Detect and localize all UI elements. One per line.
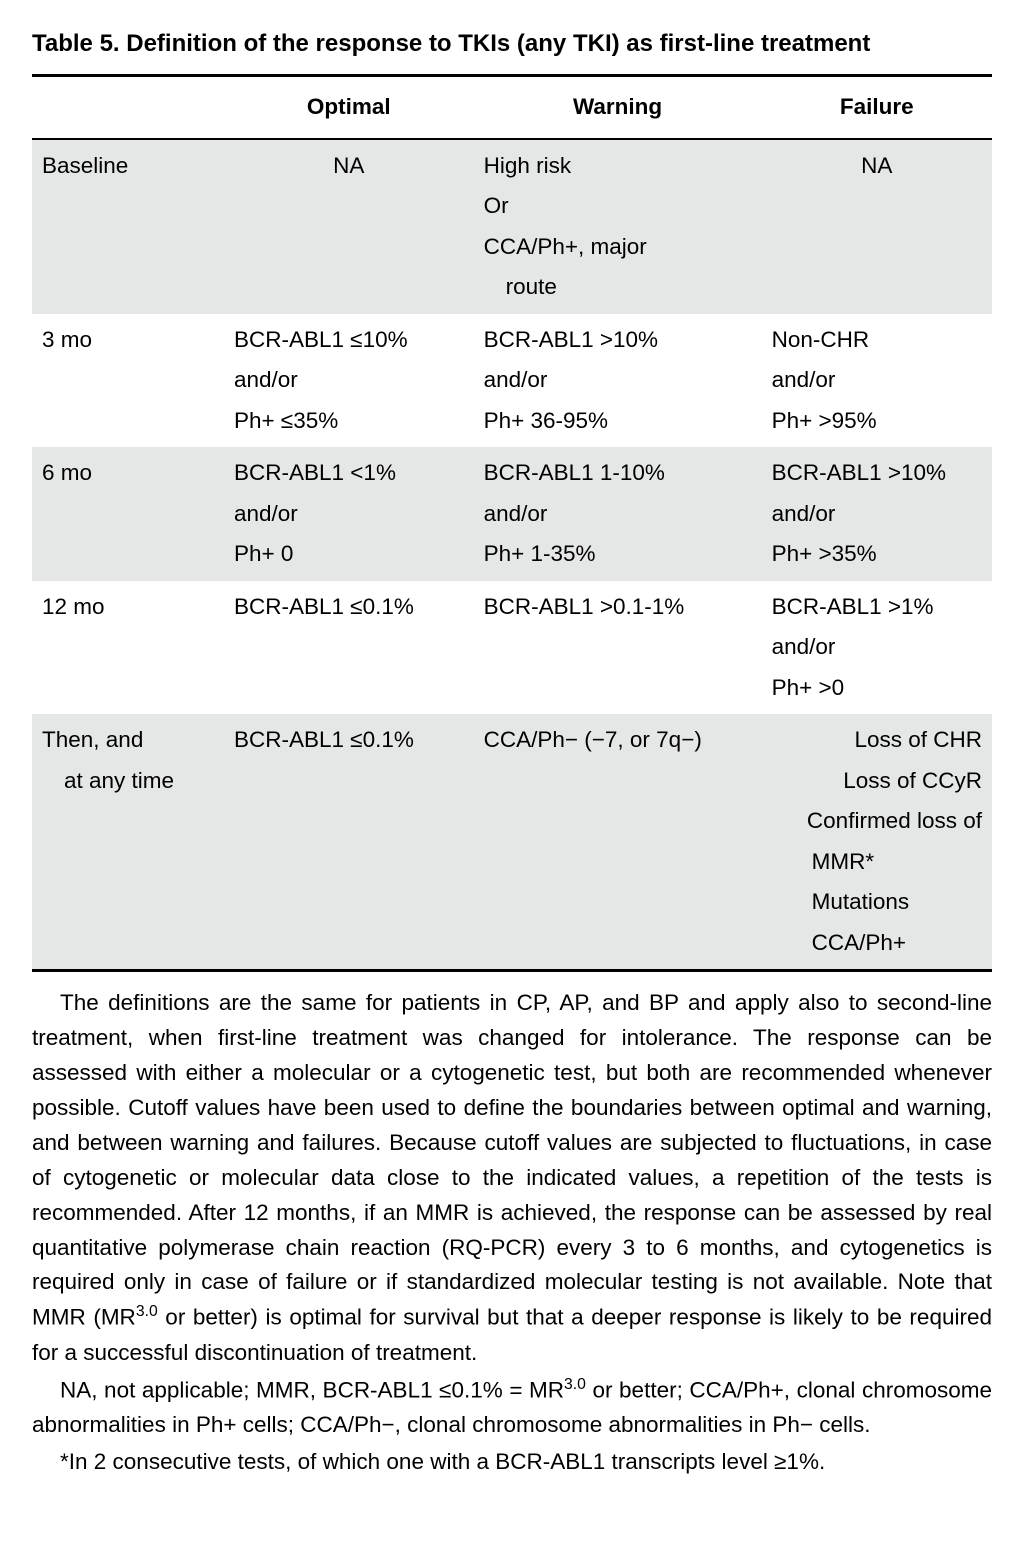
line: High risk — [484, 153, 572, 178]
line: Ph+ 0 — [234, 541, 293, 566]
caption-para-2: NA, not applicable; MMR, BCR-ABL1 ≤0.1% … — [32, 1373, 992, 1443]
line: Ph+ ≤35% — [234, 408, 338, 433]
line: BCR-ABL1 ≤10% — [234, 327, 408, 352]
line: BCR-ABL1 >10% — [772, 460, 946, 485]
line: and/or — [484, 367, 548, 392]
line: Confirmed loss of — [807, 808, 982, 833]
line: and/or — [234, 367, 298, 392]
line: Ph+ 36-95% — [484, 408, 608, 433]
text: NA, not applicable; MMR, BCR-ABL1 ≤0.1% … — [60, 1377, 564, 1402]
line: BCR-ABL1 <1% — [234, 460, 396, 485]
line: Or — [484, 193, 509, 218]
cell-warning: BCR-ABL1 >10% and/or Ph+ 36-95% — [474, 314, 762, 448]
line: Loss of CCyR — [843, 768, 982, 793]
line: and/or — [772, 501, 836, 526]
cell-time: Baseline — [32, 139, 224, 314]
cell-warning: BCR-ABL1 1-10% and/or Ph+ 1-35% — [474, 447, 762, 581]
cell-optimal: NA — [224, 139, 474, 314]
col-header-optimal: Optimal — [224, 76, 474, 139]
cell-optimal: BCR-ABL1 ≤0.1% — [224, 714, 474, 971]
line: BCR-ABL1 1-10% — [484, 460, 665, 485]
line: CCA/Ph+, major — [484, 234, 647, 259]
line: at any time — [42, 761, 214, 802]
line: and/or — [772, 367, 836, 392]
cell-failure: BCR-ABL1 >1% and/or Ph+ >0 — [762, 581, 992, 715]
line: Ph+ >0 — [772, 675, 845, 700]
line: Mutations — [772, 882, 982, 923]
cell-warning: CCA/Ph− (−7, or 7q−) — [474, 714, 762, 971]
line: Non-CHR — [772, 327, 870, 352]
line: BCR-ABL1 >1% — [772, 594, 934, 619]
text: or better) is optimal for survival but t… — [32, 1305, 992, 1365]
caption-para-3: *In 2 consecutive tests, of which one wi… — [32, 1445, 992, 1480]
table-row: Then, and at any time BCR-ABL1 ≤0.1% CCA… — [32, 714, 992, 971]
line: CCA/Ph+ — [772, 923, 982, 964]
cell-failure: Loss of CHR Loss of CCyR Confirmed loss … — [762, 714, 992, 971]
line: Then, and — [42, 727, 143, 752]
cell-failure: Non-CHR and/or Ph+ >95% — [762, 314, 992, 448]
table-title: Table 5. Definition of the response to T… — [32, 28, 992, 60]
cell-time: 3 mo — [32, 314, 224, 448]
cell-time: 12 mo — [32, 581, 224, 715]
cell-optimal: BCR-ABL1 ≤10% and/or Ph+ ≤35% — [224, 314, 474, 448]
table-row: 12 mo BCR-ABL1 ≤0.1% BCR-ABL1 >0.1-1% BC… — [32, 581, 992, 715]
table-caption: The definitions are the same for patient… — [32, 986, 992, 1479]
cell-warning: High risk Or CCA/Ph+, major route — [474, 139, 762, 314]
col-header-failure: Failure — [762, 76, 992, 139]
col-header-warning: Warning — [474, 76, 762, 139]
response-table: Optimal Warning Failure Baseline NA High… — [32, 74, 992, 972]
line: BCR-ABL1 >10% — [484, 327, 658, 352]
line: Ph+ 1-35% — [484, 541, 596, 566]
line: and/or — [234, 501, 298, 526]
cell-time: Then, and at any time — [32, 714, 224, 971]
line: and/or — [484, 501, 548, 526]
table-row: 3 mo BCR-ABL1 ≤10% and/or Ph+ ≤35% BCR-A… — [32, 314, 992, 448]
table-row: Baseline NA High risk Or CCA/Ph+, major … — [32, 139, 992, 314]
caption-para-1: The definitions are the same for patient… — [32, 986, 992, 1370]
superscript: 3.0 — [136, 1303, 158, 1320]
line: and/or — [772, 634, 836, 659]
table-row: 6 mo BCR-ABL1 <1% and/or Ph+ 0 BCR-ABL1 … — [32, 447, 992, 581]
cell-optimal: BCR-ABL1 <1% and/or Ph+ 0 — [224, 447, 474, 581]
line: Loss of CHR — [854, 727, 982, 752]
cell-optimal: BCR-ABL1 ≤0.1% — [224, 581, 474, 715]
line: Ph+ >95% — [772, 408, 877, 433]
text: The definitions are the same for patient… — [32, 990, 992, 1329]
line: Ph+ >35% — [772, 541, 877, 566]
table-header-row: Optimal Warning Failure — [32, 76, 992, 139]
superscript: 3.0 — [564, 1376, 586, 1393]
line: MMR* — [772, 842, 982, 883]
cell-failure: NA — [762, 139, 992, 314]
line: route — [484, 267, 752, 308]
cell-warning: BCR-ABL1 >0.1-1% — [474, 581, 762, 715]
cell-time: 6 mo — [32, 447, 224, 581]
col-header-time — [32, 76, 224, 139]
cell-failure: BCR-ABL1 >10% and/or Ph+ >35% — [762, 447, 992, 581]
